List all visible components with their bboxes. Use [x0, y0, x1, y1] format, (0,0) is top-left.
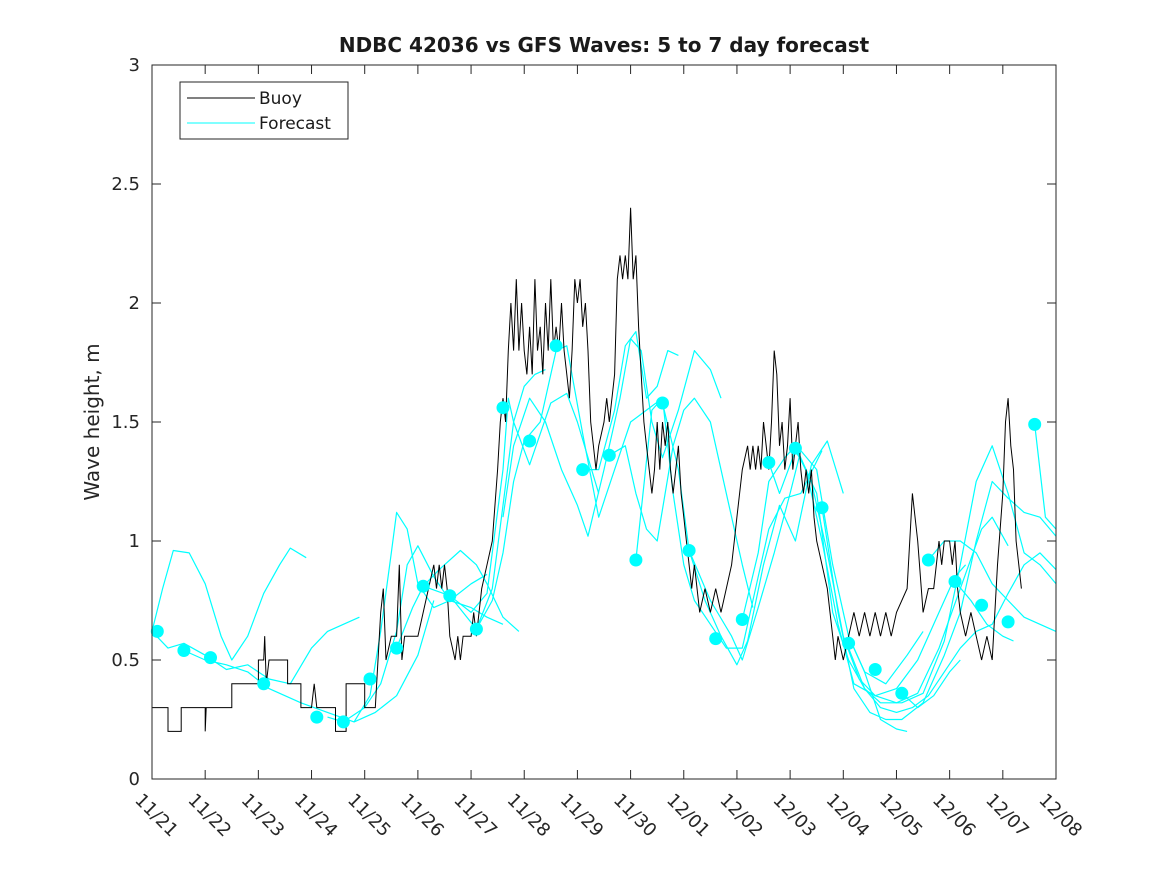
forecast-line	[954, 581, 1014, 642]
forecast-marker	[682, 544, 696, 557]
forecast-marker	[496, 401, 510, 415]
forecast-line	[1034, 424, 1057, 530]
y-tick-label: 1.5	[111, 412, 140, 433]
plot-frame	[151, 64, 1057, 780]
legend-forecast-label: Forecast	[259, 114, 331, 134]
forecast-marker	[1001, 615, 1015, 629]
forecast-marker	[310, 710, 324, 724]
forecast-line	[821, 480, 1057, 721]
forecast-markers	[150, 339, 1042, 729]
forecast-marker	[815, 501, 829, 515]
forecast-line	[449, 392, 600, 614]
forecast-line	[422, 369, 546, 630]
forecast-marker	[549, 339, 563, 353]
forecast-line	[848, 635, 908, 732]
forecast-marker	[443, 589, 457, 603]
forecast-marker	[921, 553, 935, 567]
forecast-marker	[629, 553, 643, 567]
forecast-line	[353, 511, 488, 723]
forecast-line	[183, 600, 435, 723]
forecast-marker	[602, 448, 616, 462]
forecast-marker	[336, 715, 350, 729]
forecast-marker	[842, 636, 856, 650]
forecast-marker	[1028, 417, 1042, 431]
y-tick-label: 2	[129, 293, 140, 314]
forecast-marker	[469, 622, 483, 636]
forecast-marker	[895, 686, 909, 700]
axis-ticks	[151, 64, 1057, 780]
y-tick-label: 1	[129, 531, 140, 552]
forecast-marker	[656, 396, 669, 410]
forecast-marker	[416, 579, 430, 593]
y-tick-label: 0.5	[111, 650, 140, 671]
forecast-series	[151, 331, 1057, 732]
y-tick-label: 3	[129, 55, 140, 76]
forecast-marker	[975, 598, 989, 612]
forecast-marker	[948, 575, 962, 588]
forecast-marker	[576, 463, 590, 477]
forecast-line	[608, 397, 754, 608]
forecast-marker	[788, 441, 802, 455]
legend-buoy-label: Buoy	[259, 89, 302, 109]
forecast-marker	[177, 644, 191, 657]
forecast-marker	[257, 677, 271, 691]
forecast-marker	[204, 651, 217, 665]
legend: Buoy Forecast	[179, 81, 349, 140]
chart-title: NDBC 42036 vs GFS Waves: 5 to 7 day fore…	[339, 33, 870, 57]
forecast-marker	[762, 456, 776, 469]
y-axis-label: Wave height, m	[80, 343, 104, 500]
forecast-marker	[150, 624, 164, 638]
forecast-marker	[868, 663, 882, 676]
forecast-line	[901, 659, 961, 709]
legend-box	[179, 81, 349, 140]
forecast-line	[396, 549, 520, 649]
forecast-line	[582, 331, 679, 471]
buoy-series	[152, 207, 1022, 732]
buoy-line	[152, 207, 1022, 732]
forecast-marker	[523, 434, 537, 448]
forecast-marker	[709, 632, 723, 646]
forecast-marker	[363, 672, 377, 686]
forecast-marker	[735, 613, 749, 626]
y-tick-label: 0	[129, 769, 140, 790]
forecast-line	[502, 338, 722, 537]
forecast-line	[794, 445, 1057, 704]
y-tick-label: 2.5	[111, 174, 140, 195]
forecast-line	[848, 552, 1057, 714]
forecast-line	[151, 547, 307, 661]
forecast-marker	[390, 641, 404, 655]
